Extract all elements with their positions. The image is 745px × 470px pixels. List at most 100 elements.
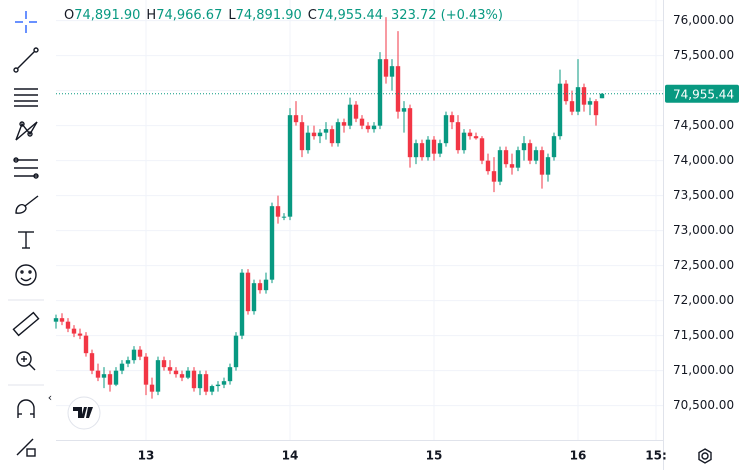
logo: [67, 396, 101, 430]
candle-body: [401, 108, 407, 112]
candle-body: [287, 115, 293, 217]
candle-body: [443, 115, 449, 144]
candle-body: [587, 101, 593, 105]
candle-body: [203, 374, 209, 392]
candle-body: [275, 206, 281, 217]
ohlc-legend: O74,891.90 H74,966.67 L74,891.90 C74,955.44…: [64, 8, 503, 23]
legend-change: 323.72 (+0.43%): [391, 8, 503, 23]
candle-body: [371, 125, 377, 130]
candle-body: [527, 143, 533, 161]
candle-body: [263, 279, 269, 291]
brush-tool[interactable]: [15, 195, 39, 214]
candle-body: [563, 83, 569, 102]
candle-body: [233, 335, 239, 368]
candle-body: [467, 132, 473, 137]
y-tick-label: 75,500.00: [673, 48, 734, 62]
candle-body: [539, 150, 545, 175]
lines-tool[interactable]: [14, 88, 38, 107]
y-tick-label: 72,500.00: [673, 258, 734, 272]
axes: 70,500.00 71,000.00 71,500.00 72,000.00 72,5…: [138, 13, 739, 463]
candle-body: [305, 132, 311, 151]
emoji-tool[interactable]: [15, 264, 37, 286]
candle-body: [473, 136, 479, 139]
y-tick-label: 74,500.00: [673, 118, 734, 132]
candle-body: [299, 122, 305, 151]
y-tick-label: 71,500.00: [673, 328, 734, 342]
candle-body: [575, 87, 581, 112]
collapse-arrow[interactable]: ‹: [48, 391, 52, 404]
candle-body: [353, 104, 359, 119]
candle-body: [53, 318, 59, 322]
x-tick-label: 14: [282, 449, 299, 463]
ruler-tool[interactable]: [12, 311, 40, 337]
candle-body: [485, 160, 491, 172]
candle-body: [389, 66, 395, 77]
candle-body: [437, 143, 443, 154]
candle-body: [161, 360, 167, 368]
candle-body: [317, 132, 323, 137]
candle-body: [335, 122, 341, 144]
candle-body: [77, 333, 83, 336]
candle-body: [377, 59, 383, 126]
candle-body: [557, 83, 563, 137]
x-tick-label: 16: [570, 449, 587, 463]
candle-body: [461, 132, 467, 151]
y-tick-label: 70,500.00: [673, 398, 734, 412]
magnet-tool[interactable]: [17, 399, 35, 418]
legend-label: L: [228, 8, 236, 23]
candle-body: [143, 356, 149, 385]
candle-body: [491, 171, 497, 182]
y-tick-label: 76,000.00: [673, 13, 734, 27]
legend-label: H: [146, 8, 157, 23]
candle-body: [329, 129, 335, 144]
candles: [53, 17, 663, 399]
candle-body: [71, 328, 77, 334]
candle-body: [191, 370, 197, 389]
candle-body: [497, 150, 503, 182]
legend-label: C: [307, 8, 317, 23]
x-tick-label: 13: [138, 449, 155, 463]
last-price-tag: [665, 84, 739, 103]
zoom-tool[interactable]: [16, 351, 36, 371]
crosshair-tool[interactable]: [15, 11, 37, 33]
candle-body: [215, 384, 221, 387]
candle-body: [167, 367, 173, 371]
candle-body: [149, 384, 155, 392]
candle-body: [455, 122, 461, 151]
legend-value: 74,891.90: [74, 8, 141, 23]
candle-body: [209, 386, 215, 392]
text-tool[interactable]: [18, 231, 34, 249]
y-tick-label: 71,000.00: [673, 363, 734, 377]
candle-body: [257, 283, 263, 291]
legend-value: 74,891.90: [235, 8, 302, 23]
candle-body: [479, 138, 485, 161]
candle-body: [365, 125, 371, 130]
candle-body: [227, 367, 233, 382]
x-tick-label: 15: [426, 449, 443, 463]
candle-body: [569, 101, 575, 112]
candle-body: [65, 321, 71, 329]
lock-tool[interactable]: [16, 438, 36, 457]
trendline-tool[interactable]: [13, 47, 39, 73]
candle-body: [281, 216, 287, 218]
candle-body: [269, 206, 275, 280]
candle-body: [359, 118, 365, 126]
candle-body: [413, 143, 419, 158]
pattern-tool[interactable]: [15, 121, 38, 141]
candle-body: [515, 150, 521, 168]
candle-body: [395, 66, 401, 112]
candle-body: [449, 115, 455, 123]
y-tick-label: 72,000.00: [673, 293, 734, 307]
fib-tool[interactable]: [13, 157, 39, 179]
legend-value: 74,966.67: [156, 8, 223, 23]
settings-button[interactable]: [698, 448, 712, 464]
candle-body: [131, 349, 137, 361]
candle-body: [59, 318, 65, 322]
y-tick-label: 73,500.00: [673, 188, 734, 202]
candle-body: [155, 360, 161, 392]
legend-value: 74,955.44: [316, 8, 384, 23]
candle-body: [581, 87, 587, 105]
